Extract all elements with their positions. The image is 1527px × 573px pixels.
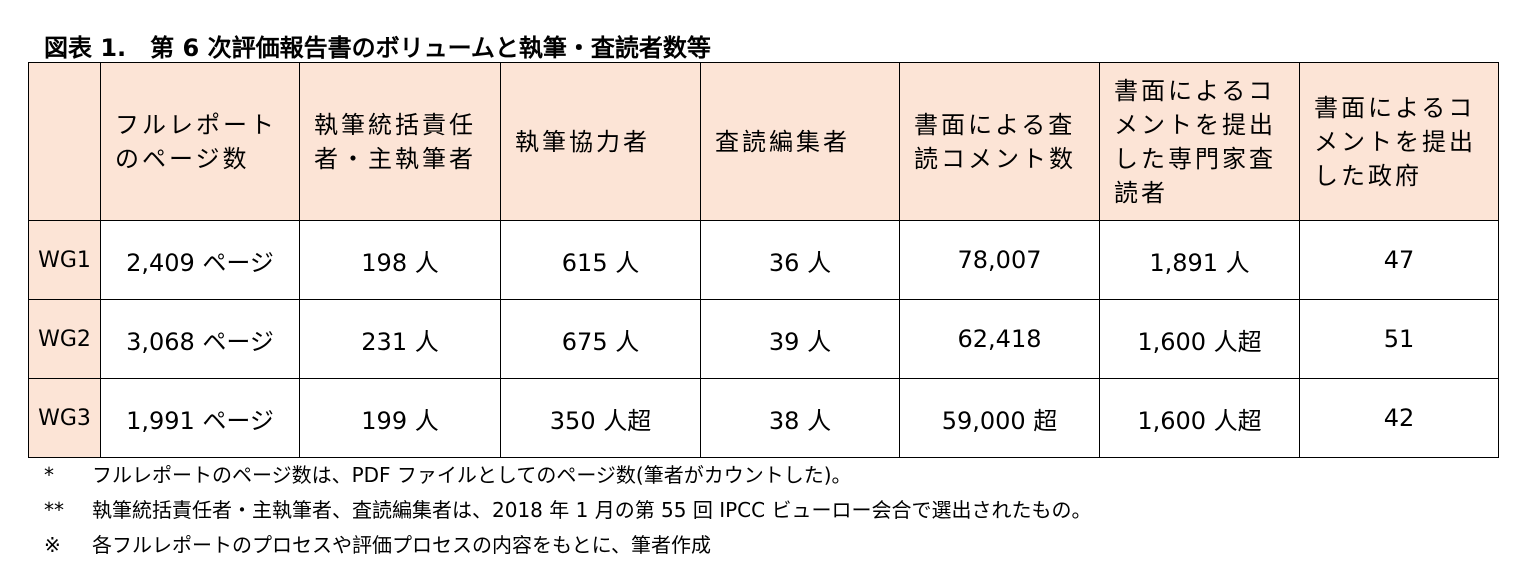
table-cell: 39 人 <box>700 299 900 379</box>
table-body: フルレポートのページ数 執筆統括責任者・主執筆者 執筆協力者 査読編集者 書面による査読… <box>28 62 1499 458</box>
table: フルレポートのページ数 執筆統括責任者・主執筆者 執筆協力者 査読編集者 書面による査読… <box>28 62 1499 458</box>
header-cell: 書面による査読コメント数 <box>899 62 1100 221</box>
note-mark: ※ <box>44 533 61 557</box>
row-header: WG3 <box>28 378 101 458</box>
note: ※ 各フルレポートのプロセスや評価プロセスの内容をもとに、筆者作成 <box>44 528 1091 563</box>
table-cell: 2,409 ページ <box>100 220 300 300</box>
table-cell: 36 人 <box>700 220 900 300</box>
corner-cell <box>28 62 101 221</box>
header-row: フルレポートのページ数 執筆統括責任者・主執筆者 執筆協力者 査読編集者 書面による査読… <box>28 62 1499 221</box>
table-cell: 1,891 人 <box>1099 220 1300 300</box>
header-cell: フルレポートのページ数 <box>100 62 300 221</box>
table-row: WG3 1,991 ページ 199 人 350 人超 38 人 59,000 超 1,600… <box>28 378 1499 458</box>
table-row: WG2 3,068 ページ 231 人 675 人 39 人 62,418 1,600 人超… <box>28 299 1499 379</box>
table-cell: 1,991 ページ <box>100 378 300 458</box>
table-cell: 47 <box>1299 220 1499 300</box>
title: 図表 1. 第 6 次評価報告書のボリュームと執筆・査読者数等 <box>44 34 711 62</box>
table-cell: 615 人 <box>500 220 701 300</box>
table-cell: 199 人 <box>299 378 501 458</box>
table-cell: 1,600 人超 <box>1099 299 1300 379</box>
table-cell: 42 <box>1299 378 1499 458</box>
header-cell: 執筆統括責任者・主執筆者 <box>299 62 501 221</box>
note: ** 執筆統括責任者・主執筆者、査読編集者は、2018 年 1 月の第 55 回 … <box>44 493 1091 528</box>
table-cell: 675 人 <box>500 299 701 379</box>
row-header: WG2 <box>28 299 101 379</box>
note-mark: ** <box>44 498 64 522</box>
note-text: フルレポートのページ数は、PDF ファイルとしてのページ数(筆者がカウントした)… <box>92 463 852 487</box>
note-text: 執筆統括責任者・主執筆者、査読編集者は、2018 年 1 月の第 55 回 IP… <box>92 498 1092 522</box>
note: * フルレポートのページ数は、PDF ファイルとしてのページ数(筆者がカウントした… <box>44 458 1091 493</box>
table-cell: 350 人超 <box>500 378 701 458</box>
table-cell: 3,068 ページ <box>100 299 300 379</box>
table-cell: 62,418 <box>899 299 1100 379</box>
table-cell: 198 人 <box>299 220 501 300</box>
table-cell: 38 人 <box>700 378 900 458</box>
header-cell: 査読編集者 <box>700 62 900 221</box>
table-cell: 59,000 超 <box>899 378 1100 458</box>
header-cell: 執筆協力者 <box>500 62 701 221</box>
table-cell: 1,600 人超 <box>1099 378 1300 458</box>
note-text: 各フルレポートのプロセスや評価プロセスの内容をもとに、筆者作成 <box>92 533 711 557</box>
table-cell: 78,007 <box>899 220 1100 300</box>
note-mark: * <box>44 463 54 487</box>
notes: * フルレポートのページ数は、PDF ファイルとしてのページ数(筆者がカウントした… <box>44 458 1091 563</box>
table-cell: 51 <box>1299 299 1499 379</box>
row-header: WG1 <box>28 220 101 300</box>
header-cell: 書面によるコメントを提出した政府 <box>1299 62 1499 221</box>
header-cell: 書面によるコメントを提出した専門家査読者 <box>1099 62 1300 221</box>
table-cell: 231 人 <box>299 299 501 379</box>
